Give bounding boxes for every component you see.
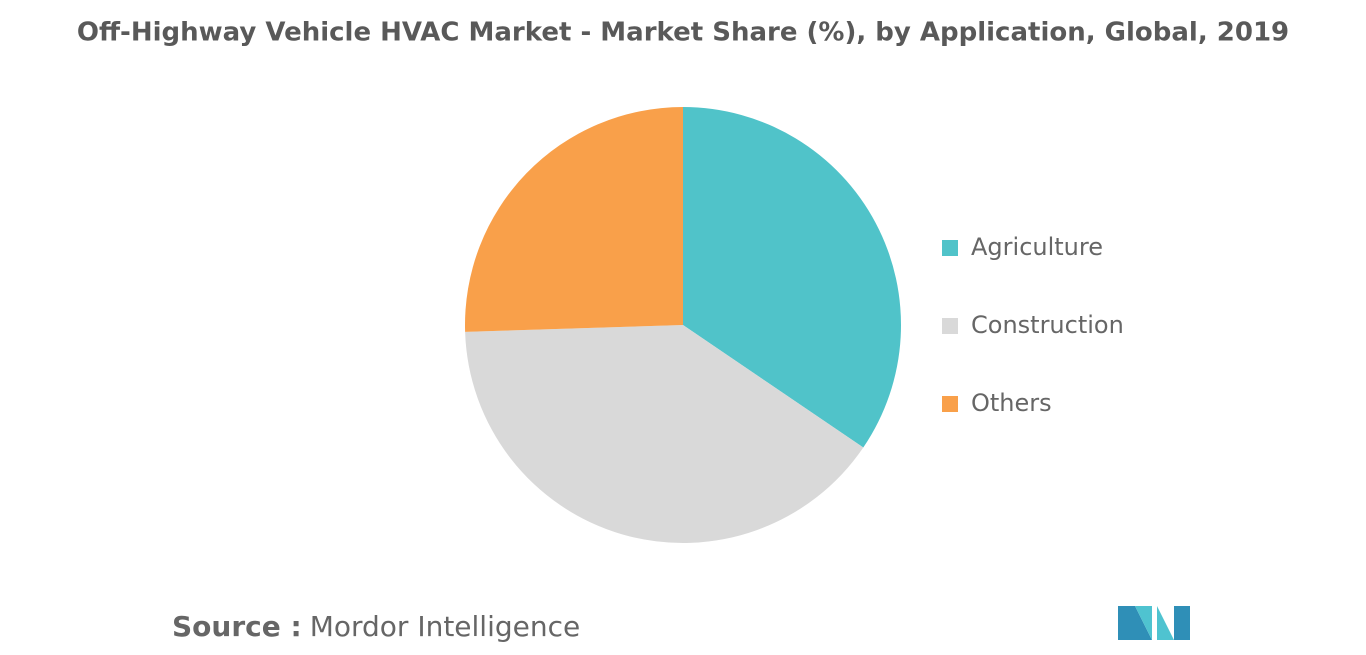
legend-label: Others — [971, 389, 1052, 417]
pie-slice — [683, 107, 901, 448]
logo-shape — [1174, 606, 1190, 640]
legend-label: Agriculture — [971, 233, 1103, 261]
legend-swatch — [942, 396, 958, 412]
legend-swatch — [942, 318, 958, 334]
logo-shape — [1157, 606, 1174, 640]
legend: Agriculture Construction Others — [942, 233, 1124, 417]
pie — [465, 107, 901, 543]
logo-shape — [1118, 606, 1152, 640]
legend-label: Construction — [971, 311, 1124, 339]
source-label: Source : — [172, 610, 302, 643]
source-text: Mordor Intelligence — [310, 610, 581, 643]
source: Source : Mordor Intelligence — [172, 610, 580, 643]
logo-shape — [1135, 606, 1152, 640]
chart-title: Off-Highway Vehicle HVAC Market - Market… — [77, 18, 1289, 48]
pie-slice — [465, 107, 683, 332]
logo — [1118, 606, 1190, 640]
pie-slice — [465, 325, 864, 543]
legend-swatch — [942, 240, 958, 256]
